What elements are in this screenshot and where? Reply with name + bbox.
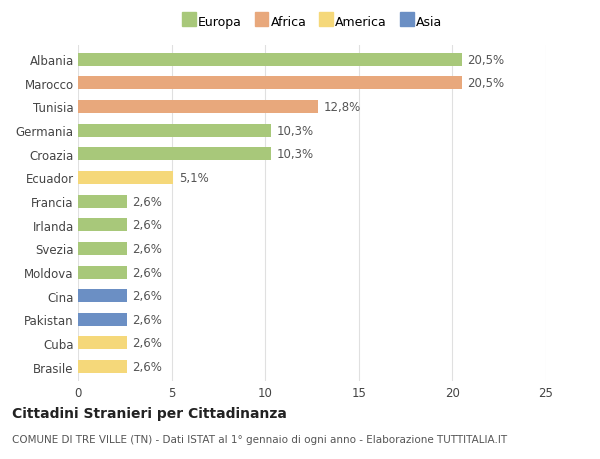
Text: COMUNE DI TRE VILLE (TN) - Dati ISTAT al 1° gennaio di ogni anno - Elaborazione : COMUNE DI TRE VILLE (TN) - Dati ISTAT al… (12, 434, 507, 444)
Text: 12,8%: 12,8% (323, 101, 361, 114)
Text: 2,6%: 2,6% (132, 266, 162, 279)
Bar (78, 148, 271, 161)
Bar (78, 313, 127, 326)
Bar (78, 219, 127, 232)
Bar (78, 195, 127, 208)
Bar (78, 266, 127, 279)
Legend: Europa, Africa, America, Asia: Europa, Africa, America, Asia (178, 12, 446, 33)
Text: 2,6%: 2,6% (132, 219, 162, 232)
Bar (78, 337, 127, 350)
Text: 10,3%: 10,3% (277, 148, 314, 161)
Bar (78, 360, 127, 373)
Text: 2,6%: 2,6% (132, 195, 162, 208)
Text: 2,6%: 2,6% (132, 290, 162, 302)
Bar (78, 172, 173, 185)
Text: 10,3%: 10,3% (277, 124, 314, 137)
Bar (78, 242, 127, 255)
Bar (78, 77, 462, 90)
Bar (78, 54, 462, 67)
Text: 20,5%: 20,5% (467, 77, 505, 90)
Text: 5,1%: 5,1% (179, 172, 209, 185)
Bar (78, 290, 127, 302)
Bar (78, 101, 317, 114)
Bar (78, 124, 271, 137)
Text: 2,6%: 2,6% (132, 242, 162, 255)
Text: 2,6%: 2,6% (132, 313, 162, 326)
Text: 2,6%: 2,6% (132, 360, 162, 373)
Text: 2,6%: 2,6% (132, 337, 162, 350)
Text: 20,5%: 20,5% (467, 54, 505, 67)
Text: Cittadini Stranieri per Cittadinanza: Cittadini Stranieri per Cittadinanza (12, 406, 287, 420)
